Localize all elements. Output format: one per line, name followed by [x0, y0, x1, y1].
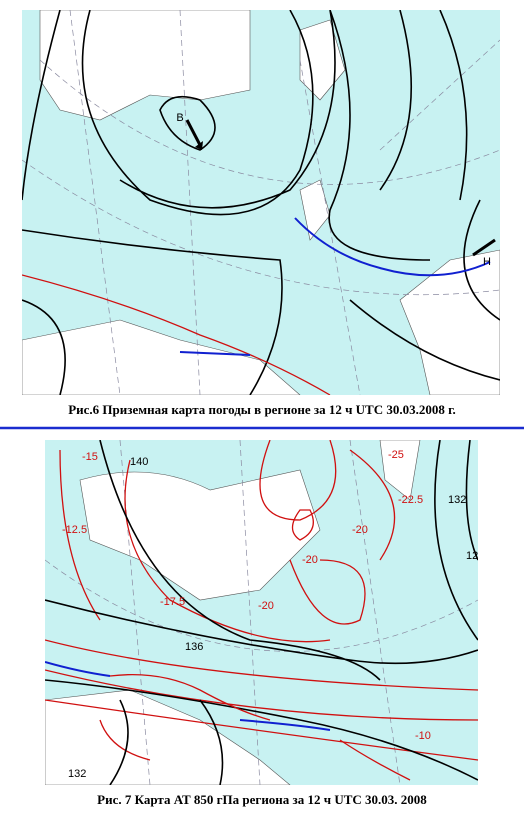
isoline-label: -15: [82, 451, 98, 463]
figure-caption: Рис.6 Приземная карта погоды в регионе з…: [68, 402, 456, 417]
isoline-label: 140: [130, 456, 148, 468]
isoline-label: -17.5: [160, 596, 185, 608]
isoline-label: -22.5: [398, 494, 423, 506]
upper-air-map: -15 140 -25 -22.5 132 -20 -12.5 -20 -17.…: [45, 440, 484, 785]
isoline-label: 128: [466, 550, 484, 562]
map-label: Н: [483, 256, 491, 268]
figure-caption: Рис. 7 Карта АТ 850 гПа региона за 12 ч …: [97, 792, 427, 807]
isoline-label: -20: [258, 600, 274, 612]
isoline-label: -20: [302, 554, 318, 566]
isoline-label: 132: [68, 768, 86, 780]
isoline-label: -12.5: [62, 524, 87, 536]
isoline-label: 136: [185, 641, 203, 653]
isoline-label: -25: [388, 449, 404, 461]
isoline-label: 132: [448, 494, 466, 506]
map-label: В: [176, 112, 183, 124]
isoline-label: -10: [415, 730, 431, 742]
isoline-label: -20: [352, 524, 368, 536]
surface-map: В Н: [22, 10, 500, 395]
